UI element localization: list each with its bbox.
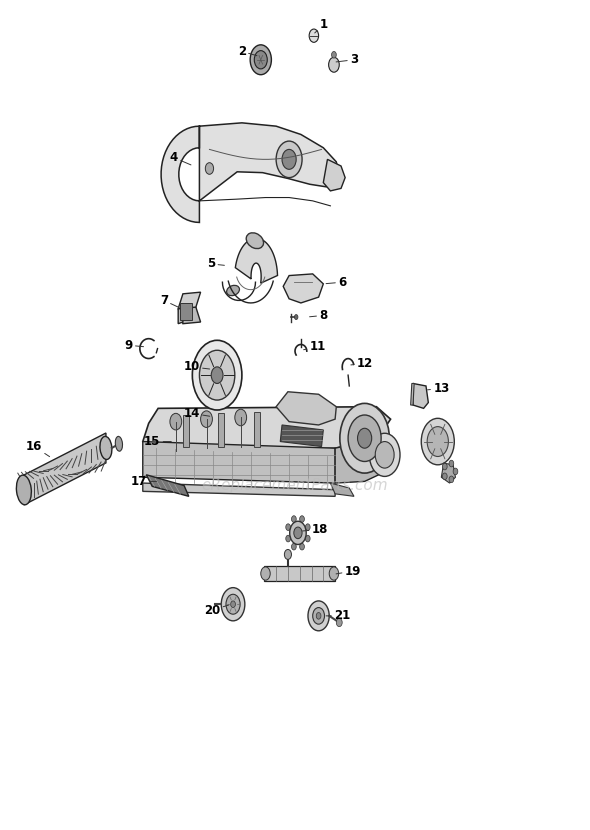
- Polygon shape: [178, 292, 201, 309]
- Polygon shape: [283, 274, 323, 303]
- Circle shape: [369, 433, 400, 476]
- Polygon shape: [178, 307, 201, 324]
- Circle shape: [235, 409, 247, 426]
- Circle shape: [170, 413, 182, 430]
- Text: eReplacementParts.com: eReplacementParts.com: [202, 478, 388, 493]
- Text: 3: 3: [336, 53, 358, 66]
- Circle shape: [375, 442, 394, 468]
- Text: 17: 17: [130, 475, 156, 488]
- Polygon shape: [143, 483, 335, 496]
- Circle shape: [290, 521, 306, 544]
- Circle shape: [201, 411, 212, 427]
- Text: 14: 14: [183, 407, 209, 420]
- Circle shape: [449, 460, 454, 466]
- Circle shape: [282, 149, 296, 169]
- Text: 12: 12: [351, 357, 373, 370]
- Circle shape: [421, 418, 454, 465]
- Circle shape: [453, 468, 458, 475]
- Polygon shape: [335, 442, 384, 483]
- Circle shape: [329, 567, 339, 580]
- Circle shape: [340, 403, 389, 473]
- Text: 21: 21: [326, 609, 350, 622]
- Text: 7: 7: [160, 294, 179, 308]
- Polygon shape: [413, 383, 428, 408]
- Ellipse shape: [246, 232, 264, 249]
- Text: 19: 19: [336, 564, 361, 578]
- Circle shape: [332, 51, 336, 58]
- Circle shape: [348, 415, 381, 461]
- Circle shape: [291, 544, 296, 550]
- Circle shape: [308, 601, 329, 631]
- Circle shape: [306, 524, 310, 530]
- Polygon shape: [411, 383, 414, 405]
- Polygon shape: [330, 483, 354, 496]
- Circle shape: [250, 45, 271, 75]
- Polygon shape: [441, 463, 455, 483]
- Circle shape: [336, 618, 342, 627]
- Polygon shape: [146, 475, 189, 496]
- Bar: [180, 303, 192, 320]
- Circle shape: [294, 315, 298, 320]
- Text: 13: 13: [428, 382, 450, 395]
- Polygon shape: [254, 412, 260, 447]
- Text: 16: 16: [26, 440, 50, 457]
- Polygon shape: [24, 433, 106, 505]
- Text: 1: 1: [314, 18, 327, 33]
- Circle shape: [286, 535, 290, 542]
- Circle shape: [306, 535, 310, 542]
- Circle shape: [300, 544, 304, 550]
- Circle shape: [284, 549, 291, 559]
- Circle shape: [254, 51, 267, 69]
- Circle shape: [309, 29, 319, 42]
- Circle shape: [449, 476, 454, 483]
- Circle shape: [313, 608, 324, 624]
- Circle shape: [199, 350, 235, 400]
- Polygon shape: [235, 238, 277, 283]
- Polygon shape: [143, 442, 335, 483]
- Circle shape: [358, 428, 372, 448]
- Circle shape: [261, 567, 270, 580]
- Polygon shape: [218, 413, 224, 447]
- Polygon shape: [323, 159, 345, 191]
- Polygon shape: [178, 309, 183, 324]
- Polygon shape: [183, 415, 189, 447]
- Circle shape: [286, 524, 290, 530]
- Circle shape: [442, 463, 447, 470]
- Text: 8: 8: [310, 309, 327, 322]
- Ellipse shape: [17, 475, 31, 505]
- Polygon shape: [161, 123, 339, 222]
- Circle shape: [316, 613, 321, 619]
- Polygon shape: [143, 407, 391, 452]
- Circle shape: [427, 427, 448, 457]
- Text: 9: 9: [124, 339, 143, 352]
- Circle shape: [291, 515, 296, 522]
- Ellipse shape: [100, 437, 112, 460]
- Text: 10: 10: [183, 360, 209, 374]
- Circle shape: [211, 367, 223, 383]
- Circle shape: [205, 163, 214, 174]
- Circle shape: [300, 515, 304, 522]
- Ellipse shape: [115, 437, 123, 452]
- Circle shape: [231, 601, 235, 608]
- Text: 6: 6: [326, 276, 346, 289]
- Text: 5: 5: [207, 257, 224, 271]
- Polygon shape: [280, 425, 323, 447]
- Ellipse shape: [227, 286, 240, 295]
- Circle shape: [442, 473, 447, 480]
- Circle shape: [192, 340, 242, 410]
- Circle shape: [294, 527, 302, 539]
- Circle shape: [226, 594, 240, 614]
- Polygon shape: [264, 566, 335, 581]
- Circle shape: [276, 141, 302, 178]
- Text: 18: 18: [303, 523, 328, 536]
- Circle shape: [329, 57, 339, 72]
- Text: 4: 4: [170, 151, 191, 165]
- Text: 2: 2: [238, 45, 257, 58]
- Text: 11: 11: [304, 340, 326, 354]
- Text: 20: 20: [204, 603, 229, 617]
- Text: 15: 15: [144, 435, 171, 448]
- Circle shape: [221, 588, 245, 621]
- Polygon shape: [276, 392, 336, 425]
